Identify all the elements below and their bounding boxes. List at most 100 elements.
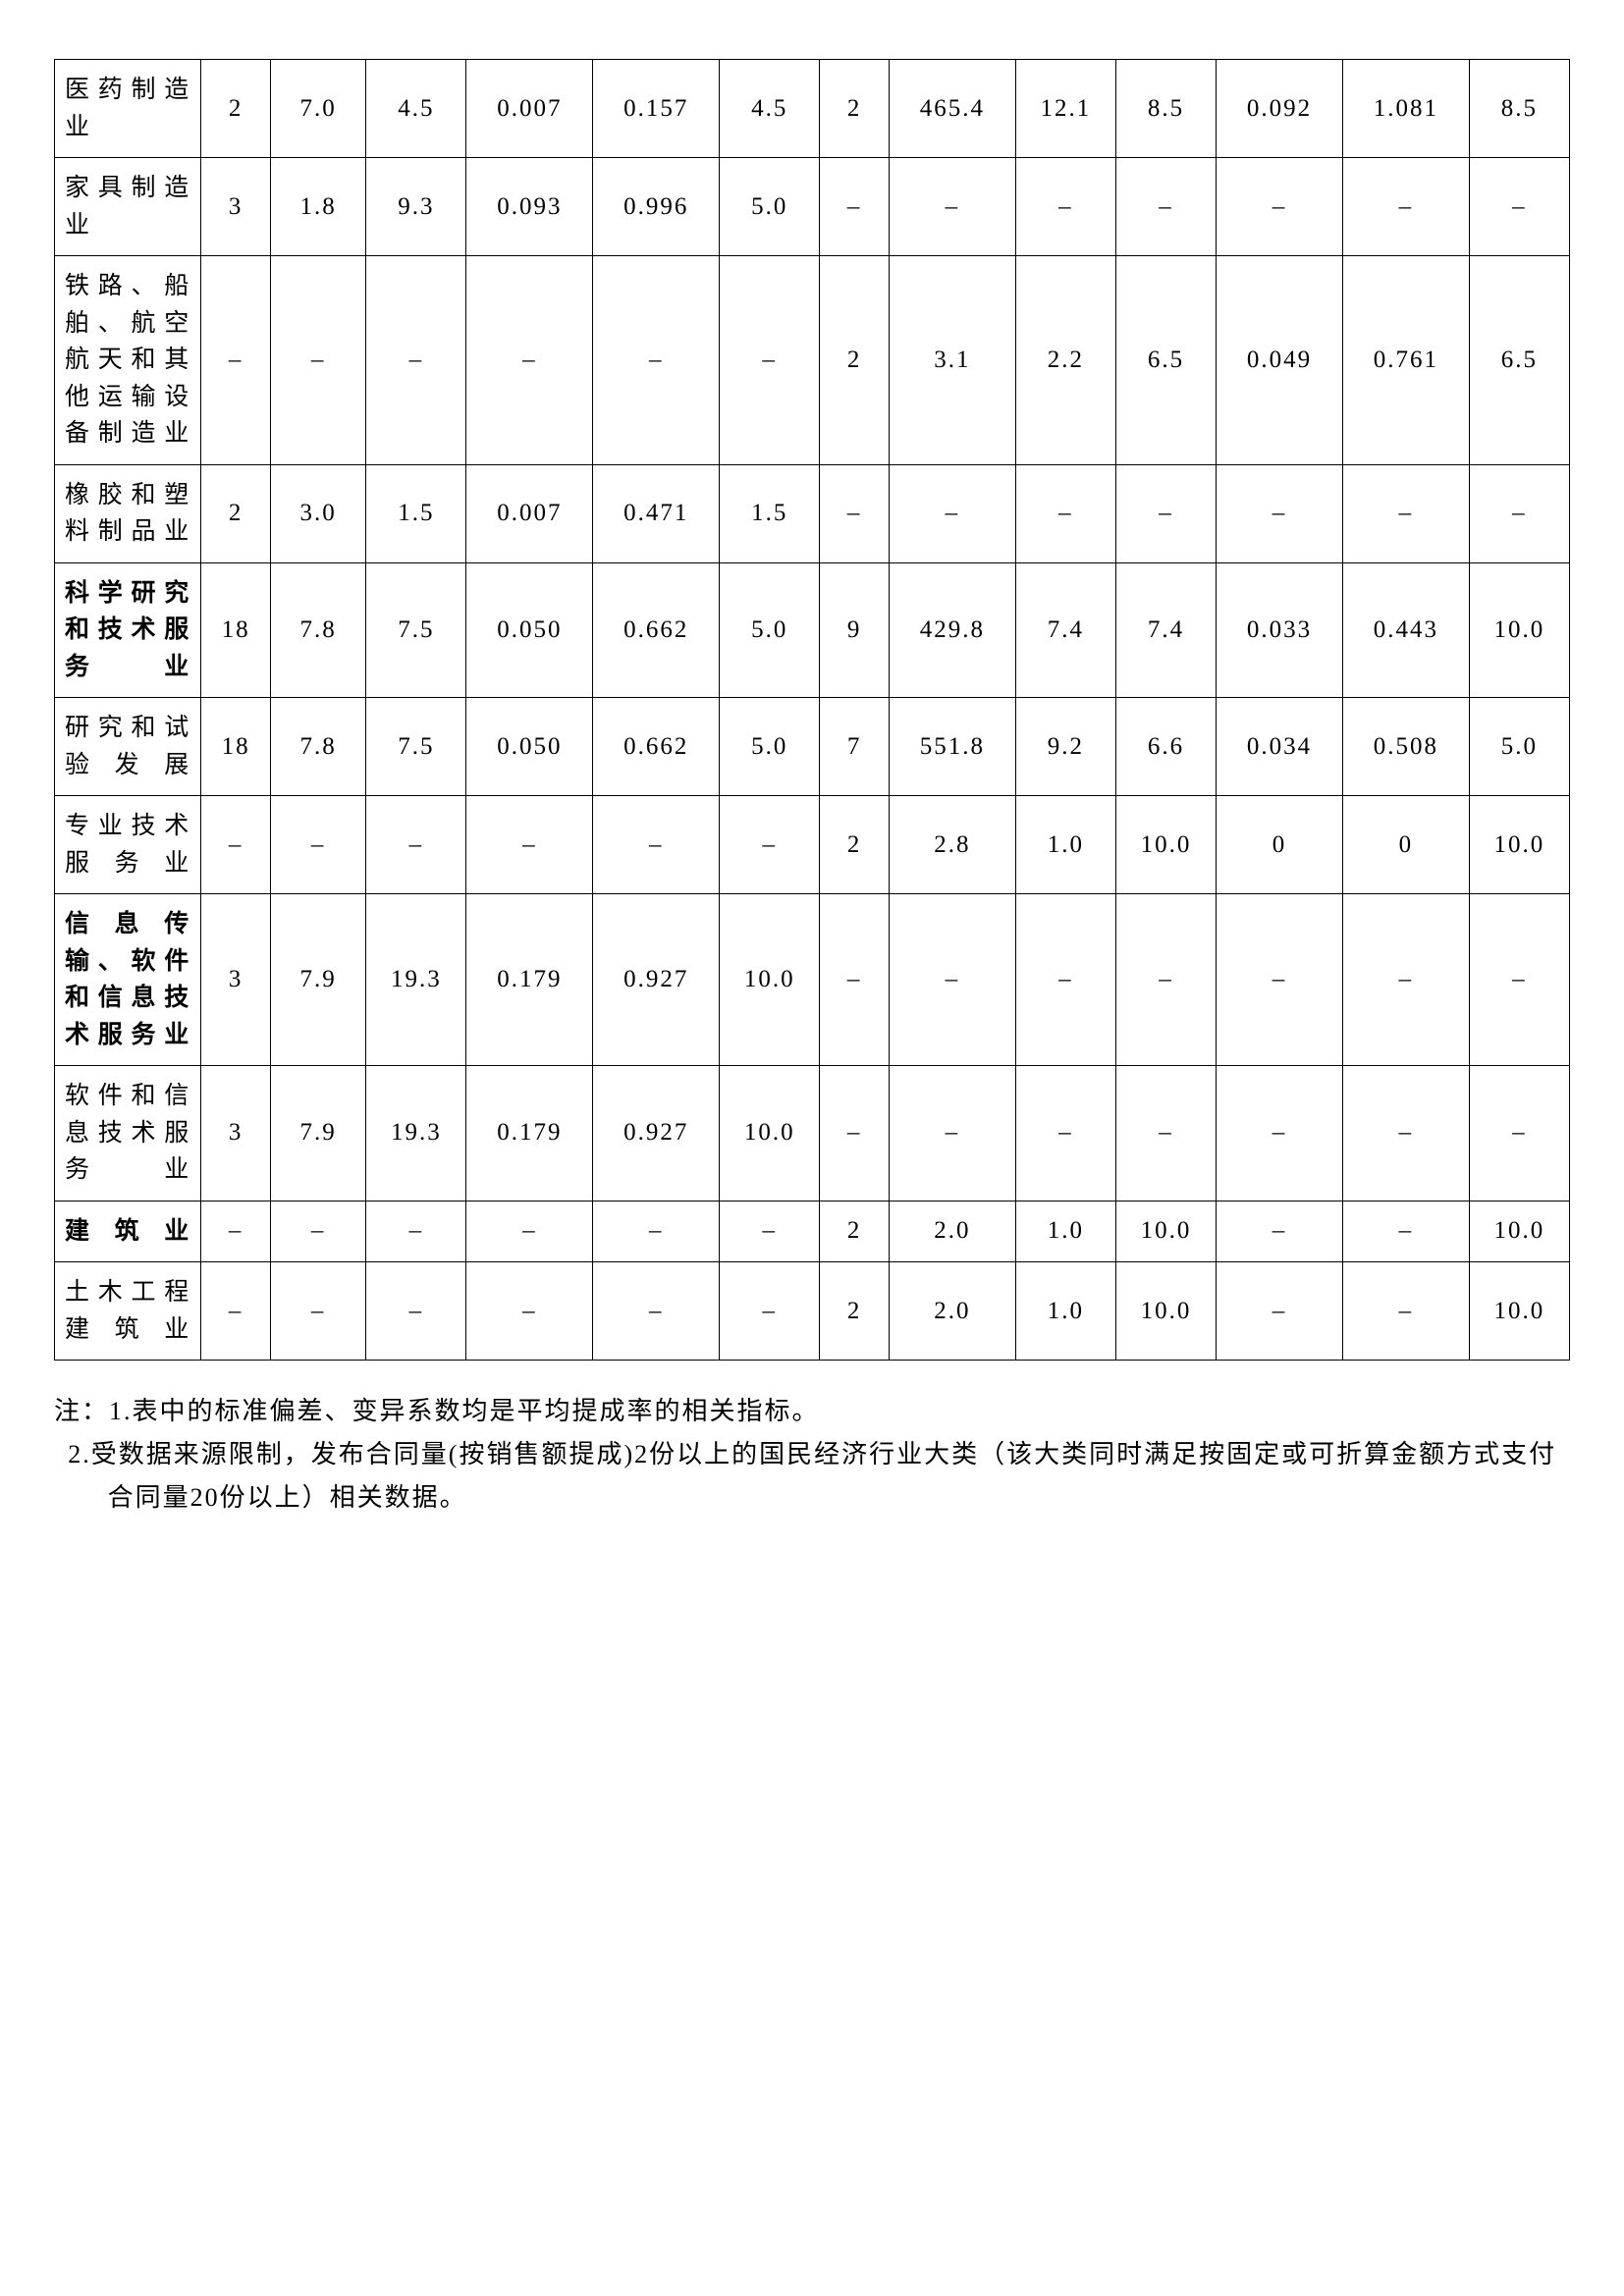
footnotes: 注：1.表中的标准偏差、变异系数均是平均提成率的相关指标。 2.受数据来源限制，… <box>54 1390 1570 1521</box>
cell: 18 <box>201 698 271 796</box>
cell: 6.5 <box>1115 256 1216 465</box>
cell: – <box>820 464 890 562</box>
table-row: 铁路、船舶、航空航天和其他运输设备制造业––––––23.12.26.50.04… <box>55 256 1570 465</box>
cell: – <box>1015 464 1115 562</box>
row-label: 建筑业 <box>55 1201 201 1262</box>
table-row: 软件和信息技术服务业37.919.30.1790.92710.0––––––– <box>55 1066 1570 1201</box>
cell: – <box>1342 464 1469 562</box>
row-label: 信息传输、软件和信息技术服务业 <box>55 894 201 1066</box>
cell: 6.6 <box>1115 698 1216 796</box>
cell: – <box>1115 1066 1216 1201</box>
cell: – <box>720 1262 820 1361</box>
cell: 7.9 <box>270 1066 365 1201</box>
cell: – <box>1015 894 1115 1066</box>
cell: 0.157 <box>593 60 720 158</box>
cell: 7.9 <box>270 894 365 1066</box>
cell: 6.5 <box>1469 256 1569 465</box>
cell: – <box>1469 1066 1569 1201</box>
cell: 19.3 <box>366 894 466 1066</box>
cell: – <box>1217 1066 1343 1201</box>
cell: 7.4 <box>1115 562 1216 698</box>
cell: – <box>466 1262 593 1361</box>
cell: – <box>1469 464 1569 562</box>
cell: 0.179 <box>466 1066 593 1201</box>
cell: – <box>889 1066 1015 1201</box>
cell: – <box>1015 158 1115 256</box>
cell: 0.927 <box>593 1066 720 1201</box>
cell: 0.179 <box>466 894 593 1066</box>
cell: 12.1 <box>1015 60 1115 158</box>
cell: 0.927 <box>593 894 720 1066</box>
cell: 7 <box>820 698 890 796</box>
cell: – <box>1342 894 1469 1066</box>
cell: – <box>366 256 466 465</box>
cell: 10.0 <box>1115 796 1216 894</box>
cell: 1.5 <box>366 464 466 562</box>
cell: – <box>201 1201 271 1262</box>
cell: 5.0 <box>720 698 820 796</box>
cell: – <box>720 796 820 894</box>
cell: 0.996 <box>593 158 720 256</box>
cell: 429.8 <box>889 562 1015 698</box>
cell: – <box>820 158 890 256</box>
cell: – <box>466 1201 593 1262</box>
note-1: 注：1.表中的标准偏差、变异系数均是平均提成率的相关指标。 <box>54 1390 1570 1433</box>
cell: 0.662 <box>593 562 720 698</box>
cell: 0.471 <box>593 464 720 562</box>
cell: – <box>1217 1201 1343 1262</box>
cell: – <box>1015 1066 1115 1201</box>
cell: – <box>270 1262 365 1361</box>
cell: 2.0 <box>889 1262 1015 1361</box>
cell: 3 <box>201 894 271 1066</box>
table-row: 家具制造业31.89.30.0930.9965.0––––––– <box>55 158 1570 256</box>
cell: 8.5 <box>1115 60 1216 158</box>
cell: 2.8 <box>889 796 1015 894</box>
cell: – <box>366 1201 466 1262</box>
cell: 7.8 <box>270 562 365 698</box>
cell: 2.2 <box>1015 256 1115 465</box>
cell: 8.5 <box>1469 60 1569 158</box>
cell: 10.0 <box>1469 562 1569 698</box>
cell: – <box>820 894 890 1066</box>
cell: 5.0 <box>1469 698 1569 796</box>
row-label: 家具制造业 <box>55 158 201 256</box>
cell: – <box>201 256 271 465</box>
cell: 0.662 <box>593 698 720 796</box>
cell: 2 <box>820 60 890 158</box>
row-label: 医药制造业 <box>55 60 201 158</box>
cell: 551.8 <box>889 698 1015 796</box>
row-label: 土木工程建筑业 <box>55 1262 201 1361</box>
table-row: 信息传输、软件和信息技术服务业37.919.30.1790.92710.0–––… <box>55 894 1570 1066</box>
cell: 3 <box>201 158 271 256</box>
row-label: 专业技术服务业 <box>55 796 201 894</box>
cell: – <box>1342 1262 1469 1361</box>
cell: – <box>1342 1066 1469 1201</box>
cell: – <box>270 1201 365 1262</box>
cell: – <box>889 894 1015 1066</box>
cell: – <box>1115 894 1216 1066</box>
cell: 9.2 <box>1015 698 1115 796</box>
cell: 19.3 <box>366 1066 466 1201</box>
cell: 3 <box>201 1066 271 1201</box>
cell: 0.761 <box>1342 256 1469 465</box>
cell: 18 <box>201 562 271 698</box>
cell: 10.0 <box>1469 1201 1569 1262</box>
cell: 10.0 <box>1115 1201 1216 1262</box>
cell: – <box>593 256 720 465</box>
row-label: 橡胶和塑料制品业 <box>55 464 201 562</box>
cell: 2 <box>201 60 271 158</box>
cell: 0.050 <box>466 562 593 698</box>
cell: 2 <box>201 464 271 562</box>
table-row: 科学研究和技术服务业187.87.50.0500.6625.09429.87.4… <box>55 562 1570 698</box>
cell: 1.5 <box>720 464 820 562</box>
table-row: 土木工程建筑业––––––22.01.010.0––10.0 <box>55 1262 1570 1361</box>
cell: – <box>889 158 1015 256</box>
table-row: 建筑业––––––22.01.010.0––10.0 <box>55 1201 1570 1262</box>
cell: – <box>270 796 365 894</box>
cell: 0.007 <box>466 60 593 158</box>
cell: – <box>1115 158 1216 256</box>
row-label: 铁路、船舶、航空航天和其他运输设备制造业 <box>55 256 201 465</box>
table-row: 专业技术服务业––––––22.81.010.00010.0 <box>55 796 1570 894</box>
cell: – <box>1115 464 1216 562</box>
data-table: 医药制造业27.04.50.0070.1574.52465.412.18.50.… <box>54 59 1570 1361</box>
